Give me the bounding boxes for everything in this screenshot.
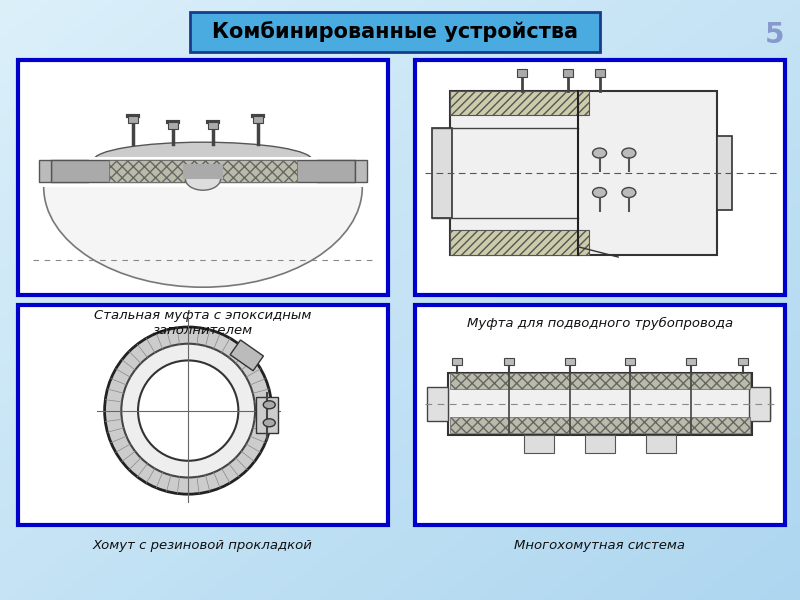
Bar — [415, 305, 785, 525]
Bar — [717, 136, 732, 210]
Ellipse shape — [622, 188, 636, 197]
Bar — [128, 116, 138, 123]
Ellipse shape — [94, 142, 312, 178]
Text: Муфта для подводного трубопровода: Муфта для подводного трубопровода — [467, 316, 733, 329]
Bar — [453, 358, 462, 365]
Bar — [183, 164, 223, 179]
Bar — [39, 160, 51, 182]
Bar — [18, 305, 388, 525]
Bar — [518, 68, 527, 77]
Bar — [430, 389, 770, 419]
Bar — [594, 68, 605, 77]
Bar — [450, 91, 717, 255]
Bar — [448, 373, 752, 435]
Ellipse shape — [622, 148, 636, 158]
Bar — [450, 91, 589, 115]
Bar — [427, 387, 448, 421]
Bar — [686, 358, 696, 365]
Bar — [646, 435, 676, 453]
Bar — [256, 397, 278, 433]
Bar — [89, 157, 318, 187]
Bar — [432, 128, 452, 218]
Bar — [51, 160, 354, 182]
Bar — [450, 373, 750, 389]
Bar — [354, 160, 366, 182]
Bar — [18, 60, 388, 295]
Text: 5: 5 — [766, 21, 785, 49]
Bar — [168, 122, 178, 129]
Bar — [524, 435, 554, 453]
Bar — [230, 340, 263, 371]
Bar — [253, 116, 263, 123]
Bar — [749, 387, 770, 421]
Ellipse shape — [263, 401, 275, 409]
Circle shape — [138, 361, 238, 461]
Bar — [450, 418, 750, 433]
Bar — [738, 358, 747, 365]
Text: Многохомутная система: Многохомутная система — [514, 539, 686, 551]
Text: Хомут с резиновой прокладкой: Хомут с резиновой прокладкой — [93, 539, 313, 551]
Ellipse shape — [186, 168, 221, 190]
Circle shape — [122, 344, 255, 478]
Bar — [626, 358, 635, 365]
Bar — [51, 160, 354, 182]
Bar — [109, 160, 297, 182]
Bar — [504, 358, 514, 365]
Ellipse shape — [263, 419, 275, 427]
Ellipse shape — [593, 148, 606, 158]
Ellipse shape — [44, 87, 362, 287]
Bar — [109, 160, 297, 182]
Bar — [565, 358, 574, 365]
Bar — [562, 68, 573, 77]
Bar — [21, 77, 385, 187]
Ellipse shape — [593, 188, 606, 197]
Bar — [415, 60, 785, 295]
Bar — [190, 12, 600, 52]
Bar — [208, 122, 218, 129]
Circle shape — [105, 327, 272, 494]
Bar — [585, 435, 615, 453]
Text: Стальная муфта с эпоксидным
заполнителем: Стальная муфта с эпоксидным заполнителем — [94, 309, 312, 337]
Bar — [450, 230, 589, 255]
Text: Комбинированные устройства: Комбинированные устройства — [212, 22, 578, 43]
